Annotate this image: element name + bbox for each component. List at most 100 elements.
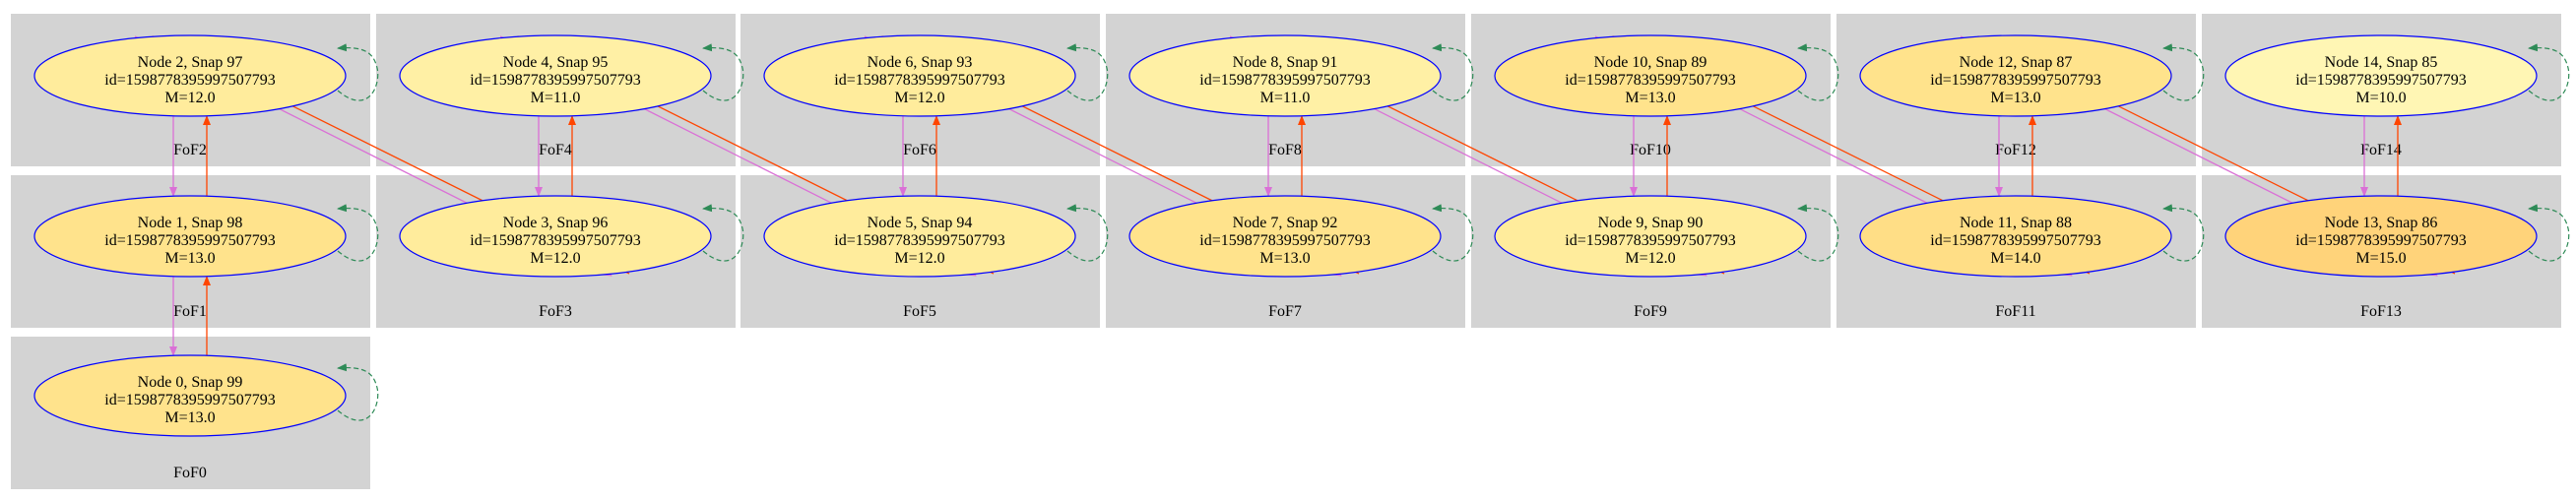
- node-id-line: id=1598778395997507793: [1565, 72, 1735, 89]
- edge-7-8: [1264, 115, 1306, 197]
- node-id-line: id=1598778395997507793: [104, 72, 275, 89]
- node-mass-line: M=11.0: [531, 90, 581, 106]
- node-mass-line: M=12.0: [894, 90, 944, 106]
- node-ellipse: [33, 34, 347, 117]
- edge-1-2: [169, 115, 211, 197]
- self-loop-arrow: [1432, 43, 1474, 101]
- cluster-label: FoF2: [173, 142, 207, 158]
- node-mass-line: M=12.0: [894, 250, 944, 267]
- node-mass-line: M=13.0: [1625, 90, 1675, 106]
- edge-13-14: [2360, 115, 2402, 197]
- node-10: Node 10, Snap 89id=1598778395997507793M=…: [1494, 34, 1839, 117]
- node-id-line: id=1598778395997507793: [104, 392, 275, 408]
- edge-3-4: [535, 115, 576, 197]
- node-3: Node 3, Snap 96id=1598778395997507793M=1…: [399, 195, 744, 278]
- self-loop-arrow: [1797, 43, 1839, 101]
- cluster-label: FoF1: [173, 303, 207, 320]
- self-loop-arrow: [2162, 204, 2205, 262]
- cluster-label: FoF12: [1995, 142, 2036, 158]
- node-6: Node 6, Snap 93id=1598778395997507793M=1…: [763, 34, 1109, 117]
- node-id-line: id=1598778395997507793: [1565, 232, 1735, 249]
- cluster-label: FoF0: [173, 465, 207, 481]
- node-title: Node 2, Snap 97: [138, 54, 243, 71]
- self-loop-arrow: [1432, 204, 1474, 262]
- node-ellipse: [1859, 34, 2172, 117]
- node-id-line: id=1598778395997507793: [470, 72, 640, 89]
- node-8: Node 8, Snap 91id=1598778395997507793M=1…: [1128, 34, 1474, 117]
- self-loop-arrow: [2162, 43, 2205, 101]
- node-ellipse: [1494, 34, 1807, 117]
- self-loop-arrow: [2528, 204, 2570, 262]
- cluster-label: FoF4: [539, 142, 572, 158]
- node-mass-line: M=15.0: [2355, 250, 2406, 267]
- node-13: Node 13, Snap 86id=1598778395997507793M=…: [2224, 195, 2570, 278]
- cluster-label: FoF10: [1630, 142, 1671, 158]
- node-ellipse: [399, 195, 712, 278]
- node-mass-line: M=13.0: [1259, 250, 1310, 267]
- node-id-line: id=1598778395997507793: [1199, 232, 1370, 249]
- node-ellipse: [2224, 195, 2538, 278]
- node-mass-line: M=14.0: [1990, 250, 2040, 267]
- node-id-line: id=1598778395997507793: [1930, 72, 2100, 89]
- node-2: Node 2, Snap 97id=1598778395997507793M=1…: [33, 34, 379, 117]
- node-id-line: id=1598778395997507793: [104, 232, 275, 249]
- cluster-label: FoF9: [1634, 303, 1667, 320]
- node-mass-line: M=12.0: [164, 90, 215, 106]
- node-title: Node 6, Snap 93: [868, 54, 973, 71]
- node-1: Node 1, Snap 98id=1598778395997507793M=1…: [33, 195, 379, 278]
- self-loop-arrow: [2528, 43, 2570, 101]
- node-id-line: id=1598778395997507793: [834, 232, 1004, 249]
- node-mass-line: M=13.0: [164, 250, 215, 267]
- node-title: Node 0, Snap 99: [138, 374, 243, 391]
- node-title: Node 8, Snap 91: [1233, 54, 1338, 71]
- node-7: Node 7, Snap 92id=1598778395997507793M=1…: [1128, 195, 1474, 278]
- node-title: Node 1, Snap 98: [138, 215, 243, 231]
- node-id-line: id=1598778395997507793: [2295, 232, 2466, 249]
- cluster-label: FoF7: [1268, 303, 1302, 320]
- cluster-label: FoF13: [2360, 303, 2402, 320]
- node-title: Node 4, Snap 95: [503, 54, 609, 71]
- cluster-label: FoF11: [1995, 303, 2035, 320]
- nodes-layer: Node 0, Snap 99id=1598778395997507793M=1…: [33, 34, 2570, 437]
- node-id-line: id=1598778395997507793: [1199, 72, 1370, 89]
- node-mass-line: M=13.0: [164, 409, 215, 426]
- node-title: Node 11, Snap 88: [1960, 215, 2072, 231]
- cluster-label: FoF5: [903, 303, 936, 320]
- node-title: Node 10, Snap 89: [1594, 54, 1707, 71]
- node-mass-line: M=12.0: [530, 250, 580, 267]
- node-4: Node 4, Snap 95id=1598778395997507793M=1…: [399, 34, 744, 117]
- node-id-line: id=1598778395997507793: [834, 72, 1004, 89]
- self-loop-arrow: [337, 204, 379, 262]
- cluster-label: FoF6: [903, 142, 936, 158]
- node-ellipse: [1128, 195, 1442, 278]
- node-id-line: id=1598778395997507793: [470, 232, 640, 249]
- self-loop-arrow: [702, 43, 744, 101]
- node-14: Node 14, Snap 85id=1598778395997507793M=…: [2224, 34, 2570, 117]
- node-5: Node 5, Snap 94id=1598778395997507793M=1…: [763, 195, 1109, 278]
- self-loop-arrow: [702, 204, 744, 262]
- node-11: Node 11, Snap 88id=1598778395997507793M=…: [1859, 195, 2205, 278]
- node-ellipse: [763, 195, 1076, 278]
- self-loop-arrow: [337, 363, 379, 421]
- node-ellipse: [33, 354, 347, 437]
- cluster-label: FoF14: [2360, 142, 2402, 158]
- cluster-label: FoF8: [1268, 142, 1302, 158]
- node-ellipse: [2224, 34, 2538, 117]
- self-loop-arrow: [1066, 204, 1109, 262]
- edge-11-12: [1995, 115, 2036, 197]
- self-loop-arrow: [337, 43, 379, 101]
- edge-5-6: [899, 115, 940, 197]
- self-loop-arrow: [1797, 204, 1839, 262]
- cluster-label: FoF3: [539, 303, 572, 320]
- node-ellipse: [763, 34, 1076, 117]
- node-mass-line: M=10.0: [2355, 90, 2406, 106]
- node-title: Node 12, Snap 87: [1960, 54, 2073, 71]
- node-title: Node 13, Snap 86: [2325, 215, 2438, 231]
- node-title: Node 3, Snap 96: [503, 215, 609, 231]
- node-mass-line: M=13.0: [1990, 90, 2040, 106]
- node-ellipse: [1128, 34, 1442, 117]
- node-9: Node 9, Snap 90id=1598778395997507793M=1…: [1494, 195, 1839, 278]
- node-mass-line: M=11.0: [1260, 90, 1311, 106]
- node-ellipse: [399, 34, 712, 117]
